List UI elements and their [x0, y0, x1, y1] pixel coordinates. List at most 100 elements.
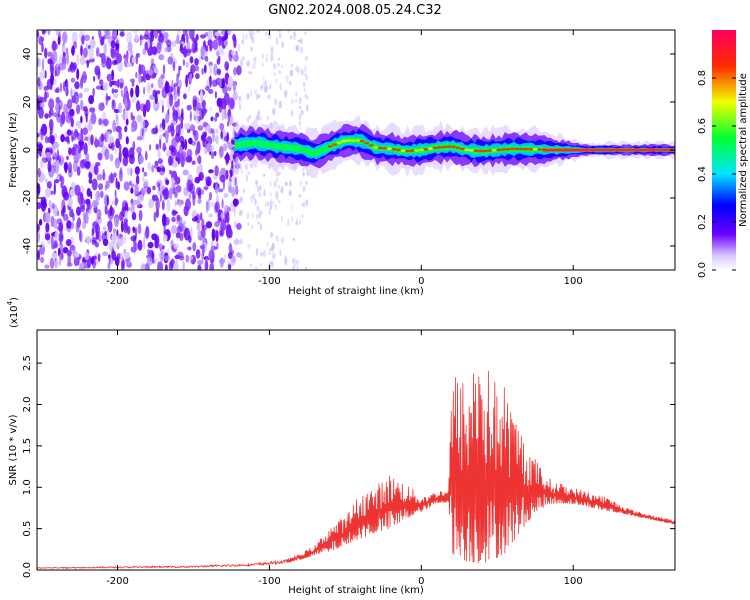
noise-blob-faint [295, 66, 299, 72]
noise-blob [134, 183, 139, 194]
noise-blob [105, 136, 112, 144]
noise-blob-faint [269, 247, 273, 252]
noise-blob-faint [250, 195, 253, 204]
noise-blob [47, 160, 52, 173]
noise-blob [226, 211, 230, 224]
noise-blob [69, 210, 73, 218]
noise-blob [51, 42, 58, 51]
noise-blob [93, 75, 96, 82]
noise-blob-faint [294, 98, 298, 103]
noise-blob [128, 147, 135, 159]
noise-blob [107, 220, 113, 233]
noise-blob-faint [298, 113, 302, 121]
noise-blob [215, 134, 219, 145]
noise-blob [120, 220, 124, 233]
noise-blob [73, 91, 80, 105]
noise-blob [153, 68, 159, 74]
noise-blob [112, 30, 118, 40]
noise-blob [82, 211, 88, 222]
noise-blob [66, 262, 73, 267]
noise-blob-faint [304, 31, 307, 36]
noise-blob [103, 43, 108, 54]
noise-blob-faint [237, 43, 241, 52]
noise-blob [151, 83, 154, 88]
noise-blob [223, 193, 229, 198]
noise-blob [79, 56, 86, 65]
noise-blob-faint [300, 109, 304, 116]
noise-blob [157, 261, 164, 270]
noise-blob [231, 186, 236, 197]
noise-blob-faint [269, 200, 273, 208]
snr-y-ticks: 0.0 0.5 1.0 1.5 2.0 2.5 [22, 355, 675, 578]
noise-blob [95, 190, 101, 202]
spectrogram-y-axis-label: Frequency (Hz) [8, 112, 19, 188]
noise-blob [44, 264, 50, 269]
noise-blob-faint [250, 263, 252, 268]
noise-blob [113, 89, 119, 93]
noise-blob [165, 179, 170, 186]
noise-blob [219, 174, 226, 183]
noise-blob-faint [272, 107, 276, 116]
noise-blob [159, 127, 164, 132]
noise-blob [134, 227, 138, 240]
noise-blob [87, 236, 90, 245]
noise-blob [83, 142, 88, 156]
noise-blob [104, 148, 110, 161]
noise-blob-faint [278, 33, 282, 39]
noise-blob-faint [255, 247, 259, 256]
noise-blob [53, 259, 59, 269]
noise-blob [201, 189, 205, 195]
noise-blob [213, 63, 218, 76]
signal-peak-dot [423, 148, 429, 151]
signal-peak-dot [396, 148, 401, 152]
noise-blob [114, 217, 119, 228]
signal-peak-dot [523, 147, 529, 151]
noise-blob [214, 116, 218, 122]
noise-blob [221, 108, 225, 120]
noise-blob-faint [252, 61, 256, 70]
noise-blob-faint [284, 255, 287, 262]
noise-blob [191, 160, 196, 165]
noise-blob [195, 34, 199, 41]
noise-blob [174, 200, 178, 207]
noise-blob [92, 221, 99, 228]
noise-blob [122, 156, 129, 167]
spectrogram-signal-band [234, 114, 675, 179]
noise-blob [179, 255, 185, 261]
noise-blob [55, 87, 60, 94]
signal-peak-dot [519, 147, 525, 151]
noise-blob [140, 76, 144, 83]
noise-blob [60, 134, 65, 143]
noise-blob-faint [303, 88, 306, 93]
noise-blob-faint [269, 191, 272, 198]
noise-blob [126, 50, 129, 61]
signal-peak-dot [437, 146, 442, 149]
spectrogram-noise-region [37, 30, 309, 270]
noise-blob [146, 256, 153, 266]
signal-peak-dot [537, 148, 543, 151]
noise-blob [70, 117, 74, 128]
noise-blob [51, 203, 55, 209]
snr-x-ticks: -200 -100 0 100 [106, 330, 583, 587]
noise-blob [201, 68, 204, 75]
noise-blob [208, 89, 214, 94]
noise-blob-faint [256, 30, 260, 34]
noise-blob [171, 216, 176, 223]
noise-blob [84, 161, 91, 170]
noise-blob [214, 201, 220, 213]
x-tick-label: 0 [418, 576, 424, 587]
noise-blob [104, 204, 108, 215]
noise-blob [135, 53, 139, 65]
noise-blob-faint [239, 238, 243, 244]
noise-blob [44, 113, 49, 119]
noise-blob [130, 235, 137, 242]
noise-blob [190, 64, 196, 74]
noise-blob [234, 221, 237, 228]
signal-peak-dot [355, 139, 360, 142]
noise-blob [102, 82, 109, 91]
noise-blob-faint [275, 190, 279, 199]
noise-blob [71, 31, 78, 44]
noise-blob [200, 212, 203, 221]
noise-blob [64, 164, 68, 174]
noise-blob [81, 34, 85, 45]
